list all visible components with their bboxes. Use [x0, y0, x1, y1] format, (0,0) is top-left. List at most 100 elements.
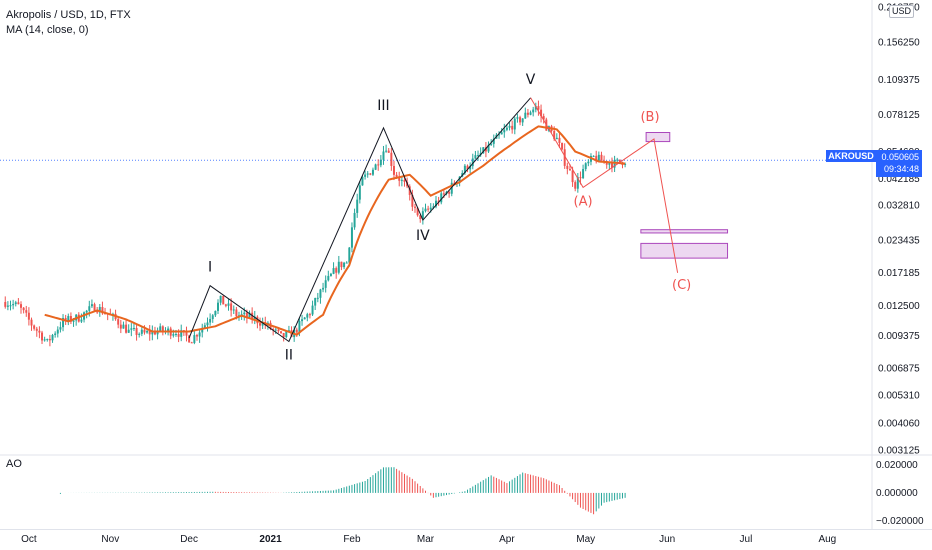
time-axis-tick: Nov — [101, 534, 119, 545]
time-axis-tick: May — [576, 534, 595, 545]
candle-body — [337, 261, 340, 273]
candle-body — [69, 316, 72, 322]
ao-axis-tick: 0.000000 — [876, 488, 918, 499]
last-price-symbol-tag: AKROUSD — [826, 150, 876, 162]
candle-body — [274, 329, 277, 331]
candle-body — [466, 165, 469, 170]
candle-body — [576, 177, 579, 189]
target-zone-box — [640, 242, 729, 259]
candle-body — [600, 154, 603, 161]
target-zone-box — [645, 131, 671, 143]
candle-body — [232, 309, 235, 311]
ao-indicator-label[interactable]: AO — [6, 458, 22, 470]
candle-body — [316, 297, 319, 299]
candle-body — [193, 335, 196, 343]
candle-body — [259, 323, 262, 326]
candle-body — [156, 330, 159, 335]
candle-body — [390, 152, 393, 166]
candle-body — [9, 305, 12, 307]
time-axis-tick: Aug — [818, 534, 836, 545]
candle-body — [555, 137, 558, 140]
ma-indicator-label[interactable]: MA (14, close, 0) — [6, 24, 89, 36]
candle-body — [167, 328, 170, 331]
candle-body — [526, 112, 529, 115]
candle-body — [206, 322, 209, 326]
candle-body — [308, 314, 311, 316]
candle-body — [511, 125, 514, 130]
candle-body — [30, 319, 33, 326]
candle-body — [498, 134, 501, 136]
correction-label: (C) — [672, 278, 691, 293]
candle-body — [219, 295, 222, 303]
candle-body — [72, 320, 75, 322]
time-axis-tick: Jul — [740, 534, 753, 545]
candle-body — [243, 312, 246, 315]
candle-body — [93, 304, 96, 311]
candle-body — [435, 200, 437, 207]
candle-body — [327, 275, 330, 281]
price-axis-tick: 0.006875 — [878, 363, 920, 374]
candle-body — [88, 306, 91, 311]
candle-body — [392, 165, 395, 175]
currency-badge[interactable]: USD — [889, 5, 915, 18]
candle-body — [561, 142, 564, 150]
candle-body — [364, 174, 367, 177]
candle-body — [403, 179, 406, 182]
candle-body — [608, 163, 611, 165]
candle-body — [295, 329, 298, 333]
ao-axis-tick: −0.020000 — [876, 516, 924, 527]
candle-body — [280, 331, 283, 334]
symbol-title[interactable]: Akropolis / USD, 1D, FTX — [6, 9, 131, 21]
candle-body — [277, 329, 280, 332]
price-axis-tick: 0.078125 — [878, 110, 920, 121]
candle-body — [387, 150, 390, 153]
candle-body — [143, 329, 146, 333]
candle-body — [345, 262, 348, 264]
candle-body — [432, 206, 435, 208]
candle-body — [568, 168, 571, 171]
time-axis-tick: Jun — [659, 534, 675, 545]
time-axis-tick: Dec — [180, 534, 198, 545]
candle-body — [429, 207, 432, 210]
candle-body — [4, 302, 7, 307]
candle-body — [214, 310, 217, 316]
price-axis-tick: 0.012500 — [878, 301, 920, 312]
candle-body — [59, 327, 62, 330]
candle-body — [343, 262, 346, 268]
candle-body — [48, 338, 51, 341]
candle-body — [117, 319, 120, 325]
candle-body — [408, 186, 411, 195]
candle-body — [135, 328, 138, 335]
candle-body — [618, 159, 621, 163]
candle-body — [195, 335, 198, 337]
ao-histogram — [59, 467, 626, 515]
candle-body — [6, 305, 9, 307]
candle-body — [180, 330, 183, 337]
candle-body — [616, 159, 619, 161]
candle-body — [385, 150, 388, 152]
candle-body — [592, 155, 595, 157]
candle-body — [96, 310, 99, 313]
candle-body — [482, 147, 485, 154]
candle-body — [613, 159, 616, 168]
candle-body — [579, 177, 582, 179]
candle-body — [203, 325, 206, 328]
candle-body — [416, 207, 419, 216]
candle-body — [519, 117, 522, 123]
candle-body — [513, 118, 516, 130]
candle-body — [146, 331, 149, 333]
candle-body — [43, 339, 46, 341]
wave-label: IV — [416, 228, 430, 244]
impulse-wave-line — [188, 97, 531, 343]
candle-body — [448, 191, 451, 194]
candle-body — [62, 318, 65, 328]
candle-body — [132, 328, 135, 330]
candle-body — [285, 331, 288, 338]
candle-body — [227, 303, 230, 306]
candle-body — [419, 215, 422, 220]
candle-body — [524, 112, 527, 119]
candle-body — [582, 169, 585, 179]
candle-body — [67, 316, 70, 321]
